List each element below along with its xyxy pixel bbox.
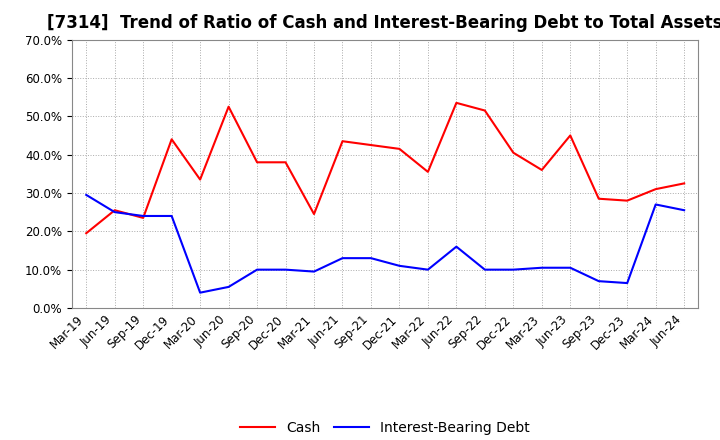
Interest-Bearing Debt — [139, 213, 148, 219]
Legend: Cash, Interest-Bearing Debt: Cash, Interest-Bearing Debt — [235, 415, 536, 440]
Interest-Bearing Debt — [196, 290, 204, 295]
Title: [7314]  Trend of Ratio of Cash and Interest-Bearing Debt to Total Assets: [7314] Trend of Ratio of Cash and Intere… — [48, 15, 720, 33]
Cash — [196, 177, 204, 182]
Cash — [282, 160, 290, 165]
Cash — [537, 167, 546, 172]
Interest-Bearing Debt — [623, 280, 631, 286]
Cash — [452, 100, 461, 106]
Cash — [395, 146, 404, 151]
Interest-Bearing Debt — [310, 269, 318, 274]
Cash — [480, 108, 489, 113]
Cash — [680, 181, 688, 186]
Interest-Bearing Debt — [82, 192, 91, 198]
Interest-Bearing Debt — [480, 267, 489, 272]
Cash — [82, 231, 91, 236]
Interest-Bearing Debt — [366, 256, 375, 261]
Interest-Bearing Debt — [338, 256, 347, 261]
Cash — [139, 215, 148, 220]
Interest-Bearing Debt — [680, 208, 688, 213]
Cash — [310, 211, 318, 216]
Interest-Bearing Debt — [225, 284, 233, 290]
Interest-Bearing Debt — [110, 209, 119, 215]
Cash — [623, 198, 631, 203]
Interest-Bearing Debt — [395, 263, 404, 268]
Cash — [110, 208, 119, 213]
Cash — [366, 143, 375, 148]
Cash — [509, 150, 518, 155]
Cash — [423, 169, 432, 175]
Cash — [338, 139, 347, 144]
Interest-Bearing Debt — [282, 267, 290, 272]
Interest-Bearing Debt — [167, 213, 176, 219]
Cash — [595, 196, 603, 202]
Line: Interest-Bearing Debt: Interest-Bearing Debt — [86, 195, 684, 293]
Interest-Bearing Debt — [253, 267, 261, 272]
Interest-Bearing Debt — [423, 267, 432, 272]
Interest-Bearing Debt — [652, 202, 660, 207]
Interest-Bearing Debt — [509, 267, 518, 272]
Cash — [652, 187, 660, 192]
Interest-Bearing Debt — [595, 279, 603, 284]
Line: Cash: Cash — [86, 103, 684, 233]
Cash — [167, 137, 176, 142]
Interest-Bearing Debt — [452, 244, 461, 249]
Interest-Bearing Debt — [537, 265, 546, 270]
Cash — [253, 160, 261, 165]
Cash — [225, 104, 233, 109]
Interest-Bearing Debt — [566, 265, 575, 270]
Cash — [566, 133, 575, 138]
